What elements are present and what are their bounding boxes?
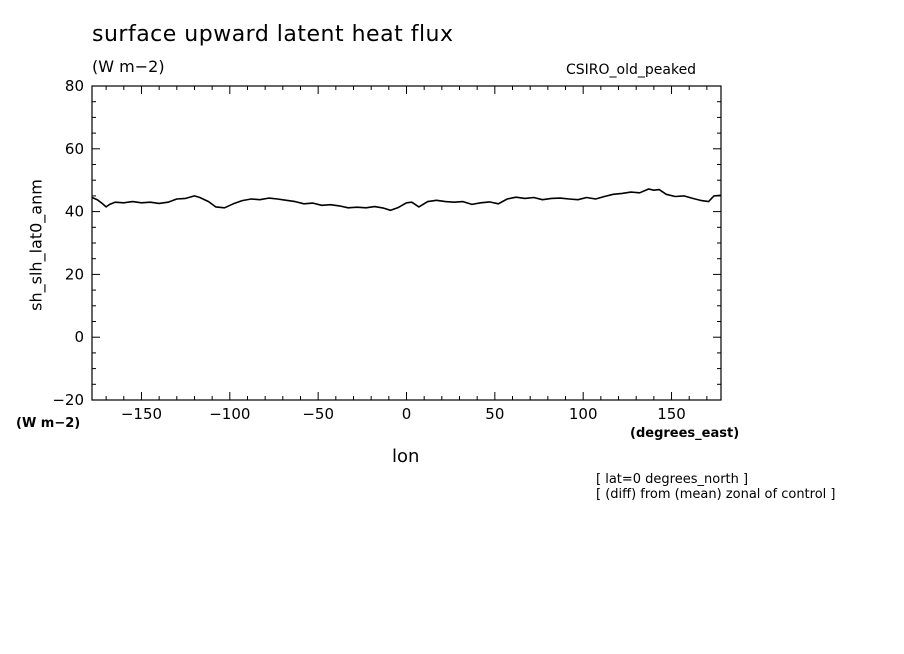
y-tick-label: −20 <box>52 391 84 409</box>
y-tick-label: 0 <box>74 328 84 346</box>
y-tick-label: 60 <box>65 140 84 158</box>
series-group <box>91 188 722 212</box>
x-tick-label: 150 <box>657 405 686 423</box>
x-tick-label: −100 <box>209 405 250 423</box>
x-axis-units-label: (degrees_east) <box>630 426 740 441</box>
y-axis-units-label: (W m−2) <box>16 416 81 431</box>
chart-title: surface upward latent heat flux <box>92 22 454 47</box>
x-tick-label: 0 <box>402 405 412 423</box>
x-axis-label: lon <box>392 446 420 467</box>
y-tick-label: 80 <box>65 77 84 95</box>
axis-ticks <box>92 86 721 400</box>
y-tick-label: 40 <box>65 203 84 221</box>
title-units-label: (W m−2) <box>92 57 165 76</box>
x-tick-label: 50 <box>485 405 504 423</box>
axis-tick-labels: −150 −100 −50 0 50 100 150 −20 0 20 40 60 80 <box>52 77 686 423</box>
note-latitude: [ lat=0 degrees_north ] <box>596 472 749 487</box>
x-tick-label: −150 <box>121 405 162 423</box>
y-tick-label: 20 <box>65 265 84 283</box>
note-difference: [ (diff) from (mean) zonal of control ] <box>596 487 836 502</box>
x-tick-label: 100 <box>569 405 598 423</box>
plot-frame <box>91 85 722 401</box>
model-label: CSIRO_old_peaked <box>566 62 697 78</box>
series-line <box>91 188 722 212</box>
x-tick-label: −50 <box>302 405 334 423</box>
